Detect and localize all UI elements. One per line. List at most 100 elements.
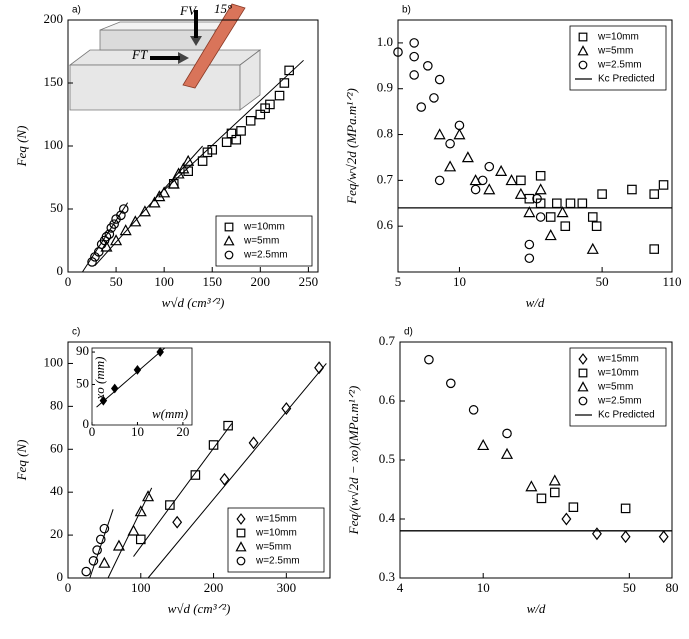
data-point (597, 189, 607, 199)
plot-frame (397, 19, 673, 273)
data-point (658, 530, 669, 544)
data-point (586, 242, 599, 254)
data-point (236, 126, 246, 136)
y-tick-label: 0.3 (379, 569, 395, 584)
data-point (461, 151, 474, 163)
fit-line (94, 145, 203, 267)
fit-line (147, 363, 327, 579)
data-point (167, 177, 180, 189)
data-point (532, 193, 542, 204)
data-point (649, 244, 660, 254)
y-tick-label: 0.4 (379, 510, 396, 525)
inset-point (156, 347, 164, 357)
data-point (416, 102, 427, 112)
data-point (445, 138, 455, 149)
data-point (208, 440, 219, 450)
data-point (587, 212, 598, 222)
data-point (477, 175, 488, 186)
x-tick-label: 10 (477, 580, 490, 595)
legend-symbol (578, 32, 588, 42)
x-tick-label: 80 (666, 580, 679, 595)
y-tick-label: 0.5 (379, 451, 395, 466)
inset-x-tick-label: 10 (131, 424, 144, 439)
data-point (116, 210, 126, 221)
panel-label: a) (72, 5, 81, 16)
sketch-side (239, 49, 261, 111)
legend-symbol (224, 250, 234, 260)
data-point (221, 137, 232, 148)
data-point (281, 402, 292, 415)
fit-line (82, 202, 129, 273)
data-point (516, 175, 526, 186)
panel-label: c) (72, 327, 80, 338)
x-tick-label: 4 (397, 580, 404, 595)
x-tick-label: 150 (202, 274, 222, 289)
data-point (577, 198, 588, 209)
data-point (536, 493, 547, 504)
y-tick-label: 0.8 (377, 126, 393, 141)
data-point (172, 515, 183, 529)
fit-line (133, 423, 233, 557)
data-point (223, 420, 233, 431)
data-point (245, 115, 256, 126)
data-point (429, 93, 439, 103)
y-tick-label: 0.7 (377, 171, 394, 186)
data-point (568, 502, 579, 512)
data-point (409, 51, 419, 62)
inset-x-tick-label: 20 (176, 424, 189, 439)
data-point (523, 206, 536, 218)
legend-symbol (236, 528, 246, 538)
data-point (477, 438, 490, 451)
data-point (148, 196, 161, 208)
y-tick-label: 0.9 (377, 80, 393, 95)
data-point (483, 183, 496, 195)
data-point (248, 436, 259, 450)
inset-y-tick-label: 50 (76, 375, 89, 390)
data-point (127, 524, 140, 536)
panel-label: d) (404, 327, 413, 338)
data-point (284, 65, 294, 76)
data-point (565, 198, 576, 209)
y-tick-label: 0 (57, 569, 64, 584)
inset-point (133, 365, 142, 375)
inset-x-tick-label: 0 (89, 424, 96, 439)
x-tick-label: 10 (453, 274, 466, 289)
data-point (433, 128, 446, 140)
data-point (468, 405, 479, 415)
data-point (545, 212, 556, 222)
data-point (453, 128, 466, 140)
data-point (92, 545, 102, 555)
data-point (525, 480, 538, 492)
data-point (314, 361, 325, 375)
y-axis-label: Feq (N) (14, 440, 29, 482)
inset-y-tick-label: 0 (83, 416, 90, 431)
x-tick-label: 0 (65, 274, 72, 289)
data-point (470, 184, 481, 195)
legend-label: w=2.5mm (255, 556, 300, 567)
y-tick-label: 0.6 (377, 217, 394, 232)
data-point (95, 534, 106, 545)
y-tick-label: 80 (50, 397, 63, 412)
arrow-fv-head (190, 36, 202, 46)
x-axis-label: w/d (526, 295, 545, 310)
data-point (505, 174, 518, 186)
data-point (99, 523, 110, 534)
x-tick-label: 110 (662, 274, 681, 289)
data-point (500, 447, 514, 459)
data-point (226, 128, 237, 139)
x-tick-label: 200 (204, 580, 224, 595)
y-tick-label: 60 (50, 440, 63, 455)
legend-label: w=2.5mm (243, 250, 288, 261)
data-point (620, 530, 631, 544)
legend-symbol (224, 222, 234, 232)
x-tick-label: 200 (251, 274, 271, 289)
y-tick-label: 0 (57, 263, 64, 278)
y-tick-label: 150 (44, 74, 64, 89)
x-axis-label: w√d (cm³ᐟ²) (162, 295, 225, 310)
legend-symbol (223, 235, 235, 246)
data-point (104, 229, 115, 239)
data-point (424, 354, 434, 365)
y-tick-label: 0.6 (379, 392, 396, 407)
sketch-label: 15° (214, 1, 232, 16)
data-point (556, 206, 569, 218)
